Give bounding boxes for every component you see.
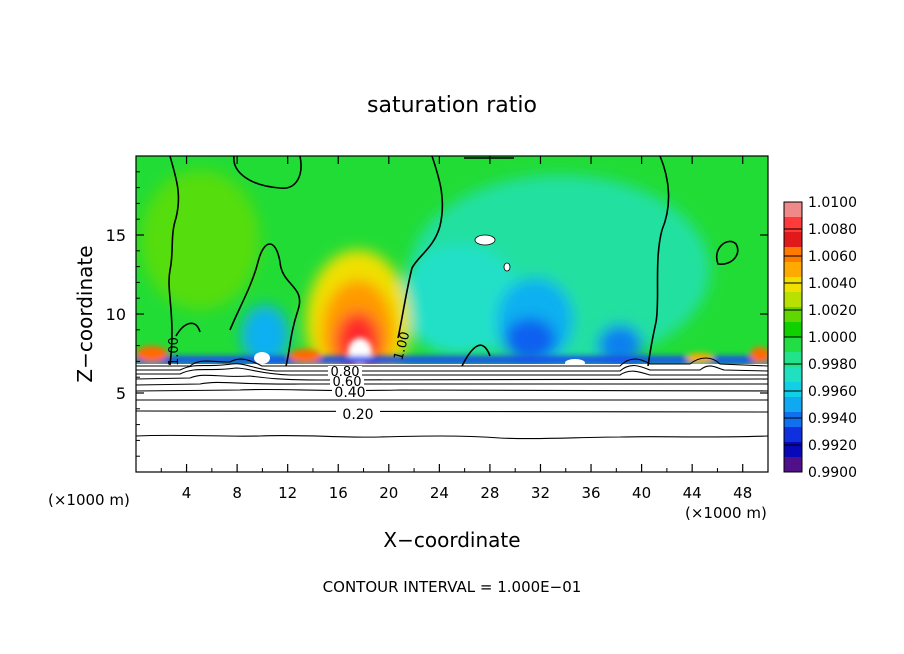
colorbar-label: 1.0000	[808, 330, 857, 346]
contour-0.50	[136, 381, 768, 386]
contour-label-bg	[336, 406, 380, 420]
subsaturated-region-center	[400, 245, 520, 355]
contour-label-bg	[330, 376, 364, 386]
x-tick-label: 44	[683, 484, 702, 502]
contour-label: 0.40	[334, 385, 365, 401]
x-tick-label: 48	[733, 484, 752, 502]
colorbar-label: 1.0100	[808, 195, 857, 211]
x-tick-label: 32	[531, 484, 550, 502]
colorbar-swatch	[784, 232, 802, 248]
y-tick-label: 10	[106, 305, 126, 324]
x-tick-label: 4	[182, 484, 192, 502]
colorbar-swatch	[784, 277, 802, 293]
y-tick-label: 15	[106, 226, 126, 245]
contour-0.60	[136, 374, 768, 381]
dry-cell-east-core	[504, 318, 556, 362]
colorbar-swatch	[784, 217, 802, 233]
edge-warm-east	[750, 347, 768, 363]
colorbar-label: 1.0060	[808, 249, 857, 265]
contour-label: 1.00	[167, 337, 182, 366]
edge-warm-far-east	[686, 353, 714, 363]
surface-edge-band	[136, 356, 768, 364]
contour-1.00	[715, 240, 739, 265]
x-tick-label: 24	[430, 484, 449, 502]
contour-1.00	[175, 322, 201, 337]
contour-1.00	[461, 344, 491, 367]
white-patch	[254, 352, 270, 364]
x-axis-label: X−coordinate	[383, 528, 520, 552]
edge-warm-west	[136, 346, 168, 362]
contour-1.00	[229, 243, 301, 367]
white-patch	[565, 359, 585, 367]
contour-1.00	[397, 156, 444, 339]
edge-warm-center	[289, 349, 321, 363]
contour-0.70	[136, 367, 768, 376]
contour-0.40	[136, 388, 768, 392]
colorbar-swatch	[784, 307, 802, 323]
colorbar-swatch	[784, 397, 802, 413]
contour-1.00	[647, 156, 670, 367]
contour-label-bg	[328, 366, 362, 376]
x-axis-unit-left: (×1000 m)	[48, 491, 130, 509]
colorbar-swatch	[784, 367, 802, 383]
y-axis-label: Z−coordinate	[73, 245, 97, 382]
colorbar-label: 0.9960	[808, 384, 857, 400]
contour-0.80	[136, 363, 768, 372]
white-patch	[474, 234, 496, 246]
colorbar-swatch	[784, 427, 802, 443]
contour-1.00	[233, 156, 302, 189]
heatmap-field: 0.80 0.60 0.40 0.20 1.00 1.00	[136, 156, 768, 472]
colorbar-swatch	[784, 442, 802, 458]
unsaturated-layer	[136, 364, 768, 472]
colorbar-swatch	[784, 322, 802, 338]
colorbar-label: 0.9900	[808, 465, 857, 481]
x-tick-label: 16	[329, 484, 348, 502]
colorbar-label: 0.9940	[808, 411, 857, 427]
colorbar-swatch	[784, 457, 802, 473]
colorbar-swatch	[784, 412, 802, 428]
x-tick-label: 8	[232, 484, 242, 502]
colorbar-swatch	[784, 337, 802, 353]
contour-0.10	[136, 434, 768, 440]
colorbar-label: 1.0020	[808, 303, 857, 319]
chart-title: saturation ratio	[367, 93, 537, 118]
white-patch	[503, 262, 511, 272]
colorbar-label: 0.9920	[808, 438, 857, 454]
colorbar-swatch	[784, 292, 802, 308]
dry-cell-far-east	[598, 325, 642, 365]
colorbar-swatch	[784, 352, 802, 368]
contour-label: 0.20	[342, 407, 373, 423]
y-axis: 5 10 15	[106, 171, 768, 457]
contour-interval-note: CONTOUR INTERVAL = 1.000E−01	[323, 578, 582, 596]
x-axis-unit-right: (×1000 m)	[685, 504, 767, 522]
contour-label-bg	[332, 386, 366, 398]
x-tick-label: 40	[632, 484, 651, 502]
colorbar-swatch	[784, 382, 802, 398]
x-tick-label: 36	[581, 484, 600, 502]
colorbar-swatch	[784, 262, 802, 278]
colorbar-label: 1.0040	[808, 276, 857, 292]
colorbar-label: 1.0080	[808, 222, 857, 238]
x-tick-label: 28	[480, 484, 499, 502]
contour-label: 1.00	[391, 330, 413, 362]
colorbar-swatch	[784, 202, 802, 218]
dry-cell-west	[241, 305, 289, 365]
moist-patch-west	[140, 170, 260, 310]
contour-1.00	[168, 156, 180, 366]
colorbar-swatch	[784, 247, 802, 263]
colorbar: 1.0100 1.0080 1.0060 1.0040 1.0020 1.0000 0.99…	[783, 195, 857, 481]
colorbar-label: 0.9980	[808, 357, 857, 373]
x-tick-label: 20	[379, 484, 398, 502]
contour-0.90	[136, 357, 768, 367]
contour-0.20	[136, 410, 768, 413]
x-tick-label: 12	[278, 484, 297, 502]
x-axis: 4 8 12 16 20 24 28 32 36 40 44 48	[160, 156, 752, 502]
y-tick-label: 5	[116, 384, 126, 403]
